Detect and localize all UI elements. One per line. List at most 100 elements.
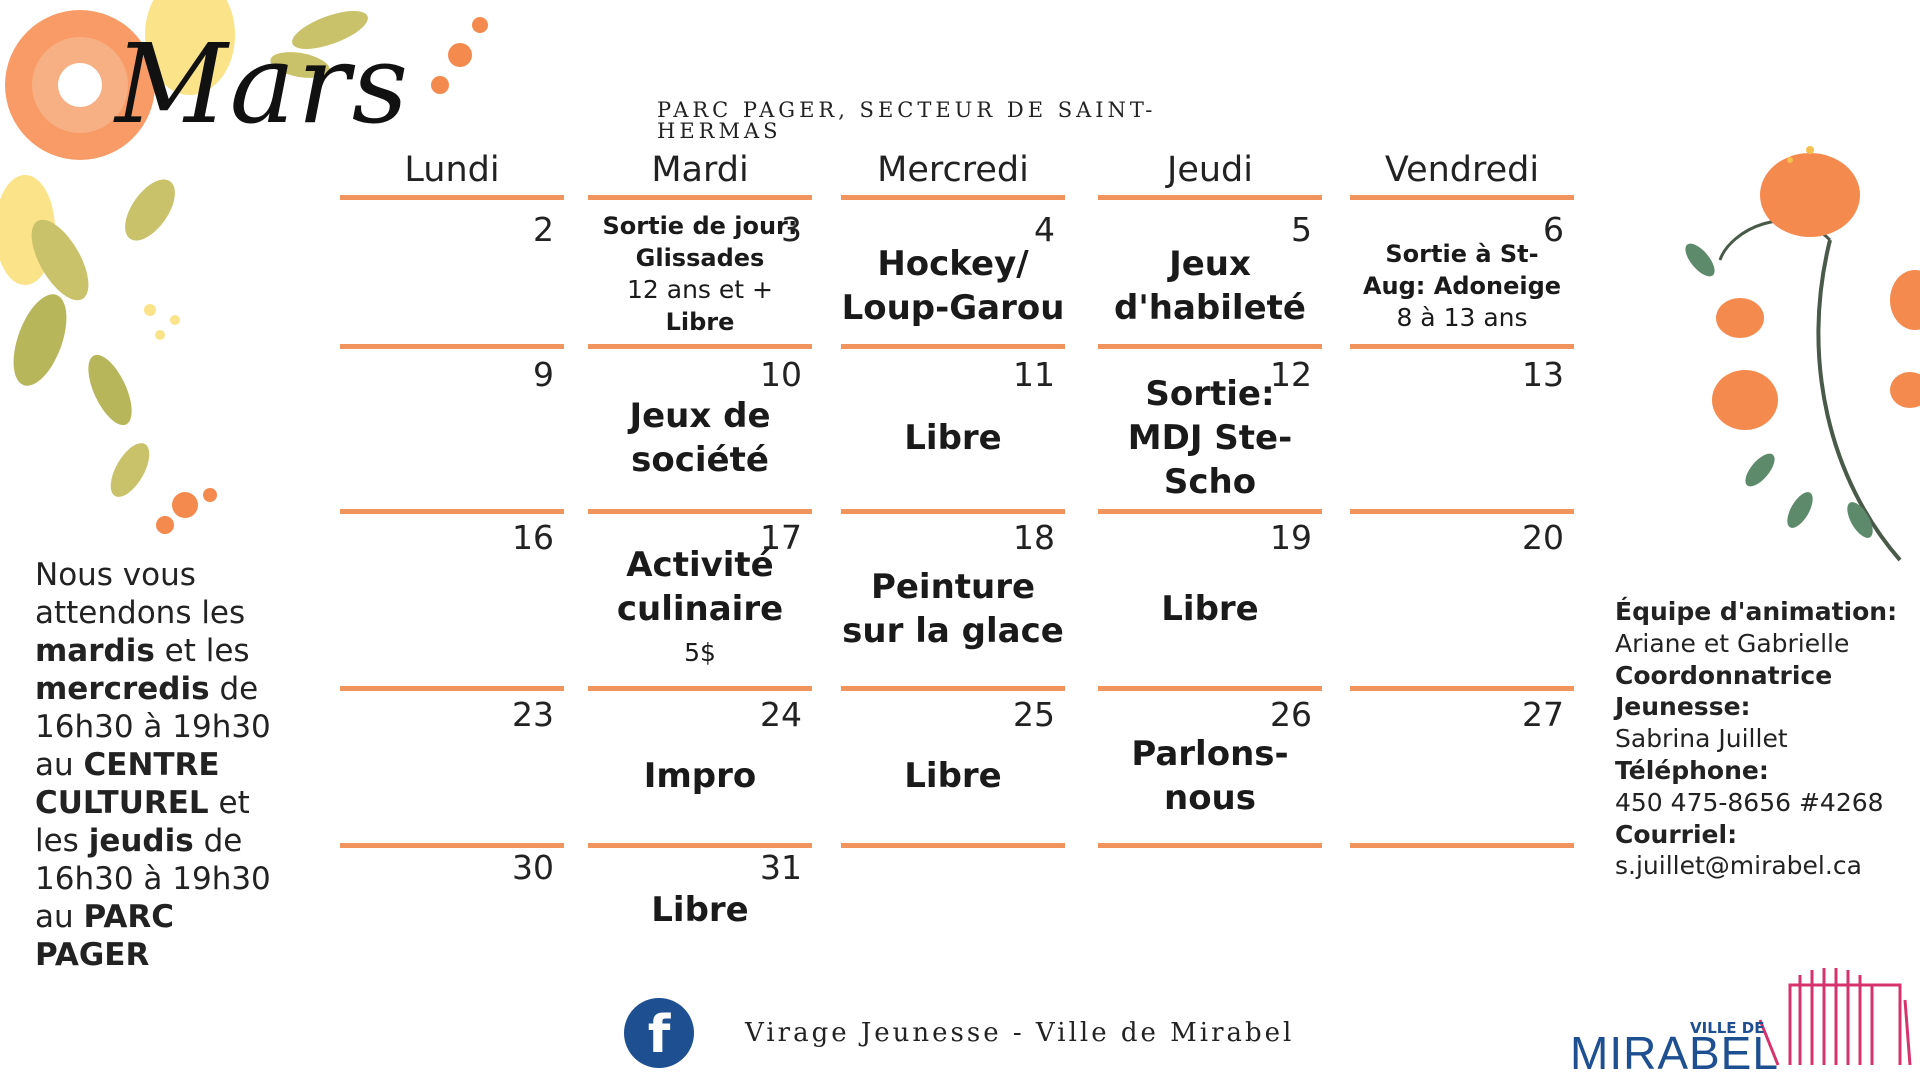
day-cell: 27 xyxy=(1350,695,1574,840)
day-cell: 16 xyxy=(340,518,564,683)
row-divider xyxy=(841,509,1065,514)
event-line: Jeux de xyxy=(629,396,771,436)
row-divider xyxy=(1098,344,1322,349)
event-subtitle: 12 ans et + xyxy=(627,275,773,304)
event-line: Sortie: xyxy=(1145,374,1275,414)
event-text: Peinture sur la glace xyxy=(841,565,1065,653)
row-divider xyxy=(841,843,1065,848)
event-text: Sortie de jour: Glissades 12 ans et + Libre xyxy=(588,210,812,338)
schedule-text-5: de 16h30 à 19h30 au xyxy=(35,823,271,935)
schedule-bold-5: PARC PAGER xyxy=(35,899,175,973)
day-cell: 17 Activité culinaire 5$ xyxy=(588,518,812,683)
row-divider xyxy=(1350,686,1574,691)
contact-info: Équipe d'animation: Ariane et Gabrielle … xyxy=(1615,596,1915,882)
mirabel-logo-mark-icon xyxy=(1758,968,1912,1066)
date-number: 4 xyxy=(1034,210,1055,249)
event-line: Glissades xyxy=(635,244,765,272)
team-label: Équipe d'animation: xyxy=(1615,597,1898,626)
date-number: 23 xyxy=(512,695,554,734)
coord-label: Coordonnatrice Jeunesse: xyxy=(1615,660,1833,722)
event-subtitle: 5$ xyxy=(684,637,716,667)
date-number: 5 xyxy=(1291,210,1312,249)
event-line: Loup-Garou xyxy=(841,287,1065,328)
event-line: Peinture xyxy=(870,566,1036,607)
team-value: Ariane et Gabrielle xyxy=(1615,628,1850,658)
event-line: Scho xyxy=(1163,462,1257,502)
day-header-mardi: Mardi xyxy=(651,150,749,190)
day-cell: 5 Jeux d'habileté xyxy=(1098,210,1322,345)
schedule-text-3: de 16h30 à 19h30 au xyxy=(35,671,271,783)
date-number: 18 xyxy=(1013,518,1055,557)
event-line: Jeux xyxy=(1169,243,1251,284)
schedule-bold-3: CENTRE CULTUREL xyxy=(35,747,220,821)
row-divider xyxy=(1350,344,1574,349)
day-cell: 25 Libre xyxy=(841,695,1065,840)
row-divider xyxy=(588,843,812,848)
row-divider xyxy=(588,509,812,514)
day-cell: 2 xyxy=(340,210,564,345)
event-line: Parlons- xyxy=(1131,733,1289,774)
day-cell: 20 xyxy=(1350,518,1574,683)
event-text: Libre xyxy=(1098,587,1322,631)
date-number: 3 xyxy=(781,210,802,249)
row-divider xyxy=(841,195,1065,200)
date-number: 30 xyxy=(512,848,554,887)
event-text: Libre xyxy=(841,754,1065,798)
event-line: Hockey/ xyxy=(877,243,1029,284)
event-text: Activité culinaire 5$ xyxy=(588,543,812,675)
logo-main-text: MIRABEL xyxy=(1570,1027,1779,1079)
day-cell: 19 Libre xyxy=(1098,518,1322,683)
event-line: MDJ Ste- xyxy=(1127,418,1293,458)
event-line: culinaire xyxy=(616,588,784,629)
event-line: Libre xyxy=(1161,588,1259,629)
date-number: 10 xyxy=(760,355,802,394)
event-line: Libre xyxy=(651,890,749,930)
event-text: Libre xyxy=(588,888,812,932)
month-title: Mars xyxy=(115,20,411,148)
date-number: 26 xyxy=(1270,695,1312,734)
day-header-mercredi: Mercredi xyxy=(877,150,1029,190)
event-subtitle: 8 à 13 ans xyxy=(1396,302,1528,332)
schedule-bold-1: mardis xyxy=(35,633,155,669)
day-cell: 23 xyxy=(340,695,564,840)
date-number: 16 xyxy=(512,518,554,557)
facebook-icon[interactable]: f xyxy=(624,998,694,1068)
row-divider xyxy=(588,195,812,200)
row-divider xyxy=(841,344,1065,349)
event-text: Sortie à St- Aug: Adoneige 8 à 13 ans xyxy=(1350,238,1574,334)
email-link[interactable]: s.juillet@mirabel.ca xyxy=(1615,851,1862,881)
date-number: 12 xyxy=(1270,355,1312,394)
day-cell: 31 Libre xyxy=(588,848,812,978)
day-cell: 13 xyxy=(1350,355,1574,505)
day-cell: 9 xyxy=(340,355,564,505)
schedule-text-2: et les xyxy=(164,633,250,669)
logo-small-text: VILLE DE xyxy=(1690,1019,1765,1037)
date-number: 11 xyxy=(1013,355,1055,394)
day-cell: 30 xyxy=(340,848,564,978)
row-divider xyxy=(1350,509,1574,514)
event-line: société xyxy=(631,440,769,480)
day-header-lundi: Lundi xyxy=(404,150,500,190)
date-number: 6 xyxy=(1543,210,1564,249)
row-divider xyxy=(1350,195,1574,200)
date-number: 13 xyxy=(1522,355,1564,394)
date-number: 25 xyxy=(1013,695,1055,734)
schedule-bold-4: jeudis xyxy=(88,823,194,859)
day-cell: 10 Jeux de société xyxy=(588,355,812,505)
date-number: 2 xyxy=(533,210,554,249)
phone-label: Téléphone: xyxy=(1615,755,1769,785)
row-divider xyxy=(340,686,564,691)
row-divider xyxy=(1098,686,1322,691)
event-text: Parlons-nous xyxy=(1098,732,1322,820)
footer-text: Virage Jeunesse - Ville de Mirabel xyxy=(745,1018,1295,1048)
day-cell: 24 Impro xyxy=(588,695,812,840)
row-divider xyxy=(1098,843,1322,848)
row-divider xyxy=(841,686,1065,691)
schedule-text-4: et les xyxy=(35,785,250,859)
row-divider xyxy=(1098,195,1322,200)
day-header-jeudi: Jeudi xyxy=(1167,150,1253,190)
event-text: Jeux de société xyxy=(588,394,812,482)
location-subtitle: PARC PAGER, SECTEUR DE SAINT-HERMAS xyxy=(657,98,1157,143)
schedule-info: Nous vous attendons les mardis et les me… xyxy=(35,556,275,974)
